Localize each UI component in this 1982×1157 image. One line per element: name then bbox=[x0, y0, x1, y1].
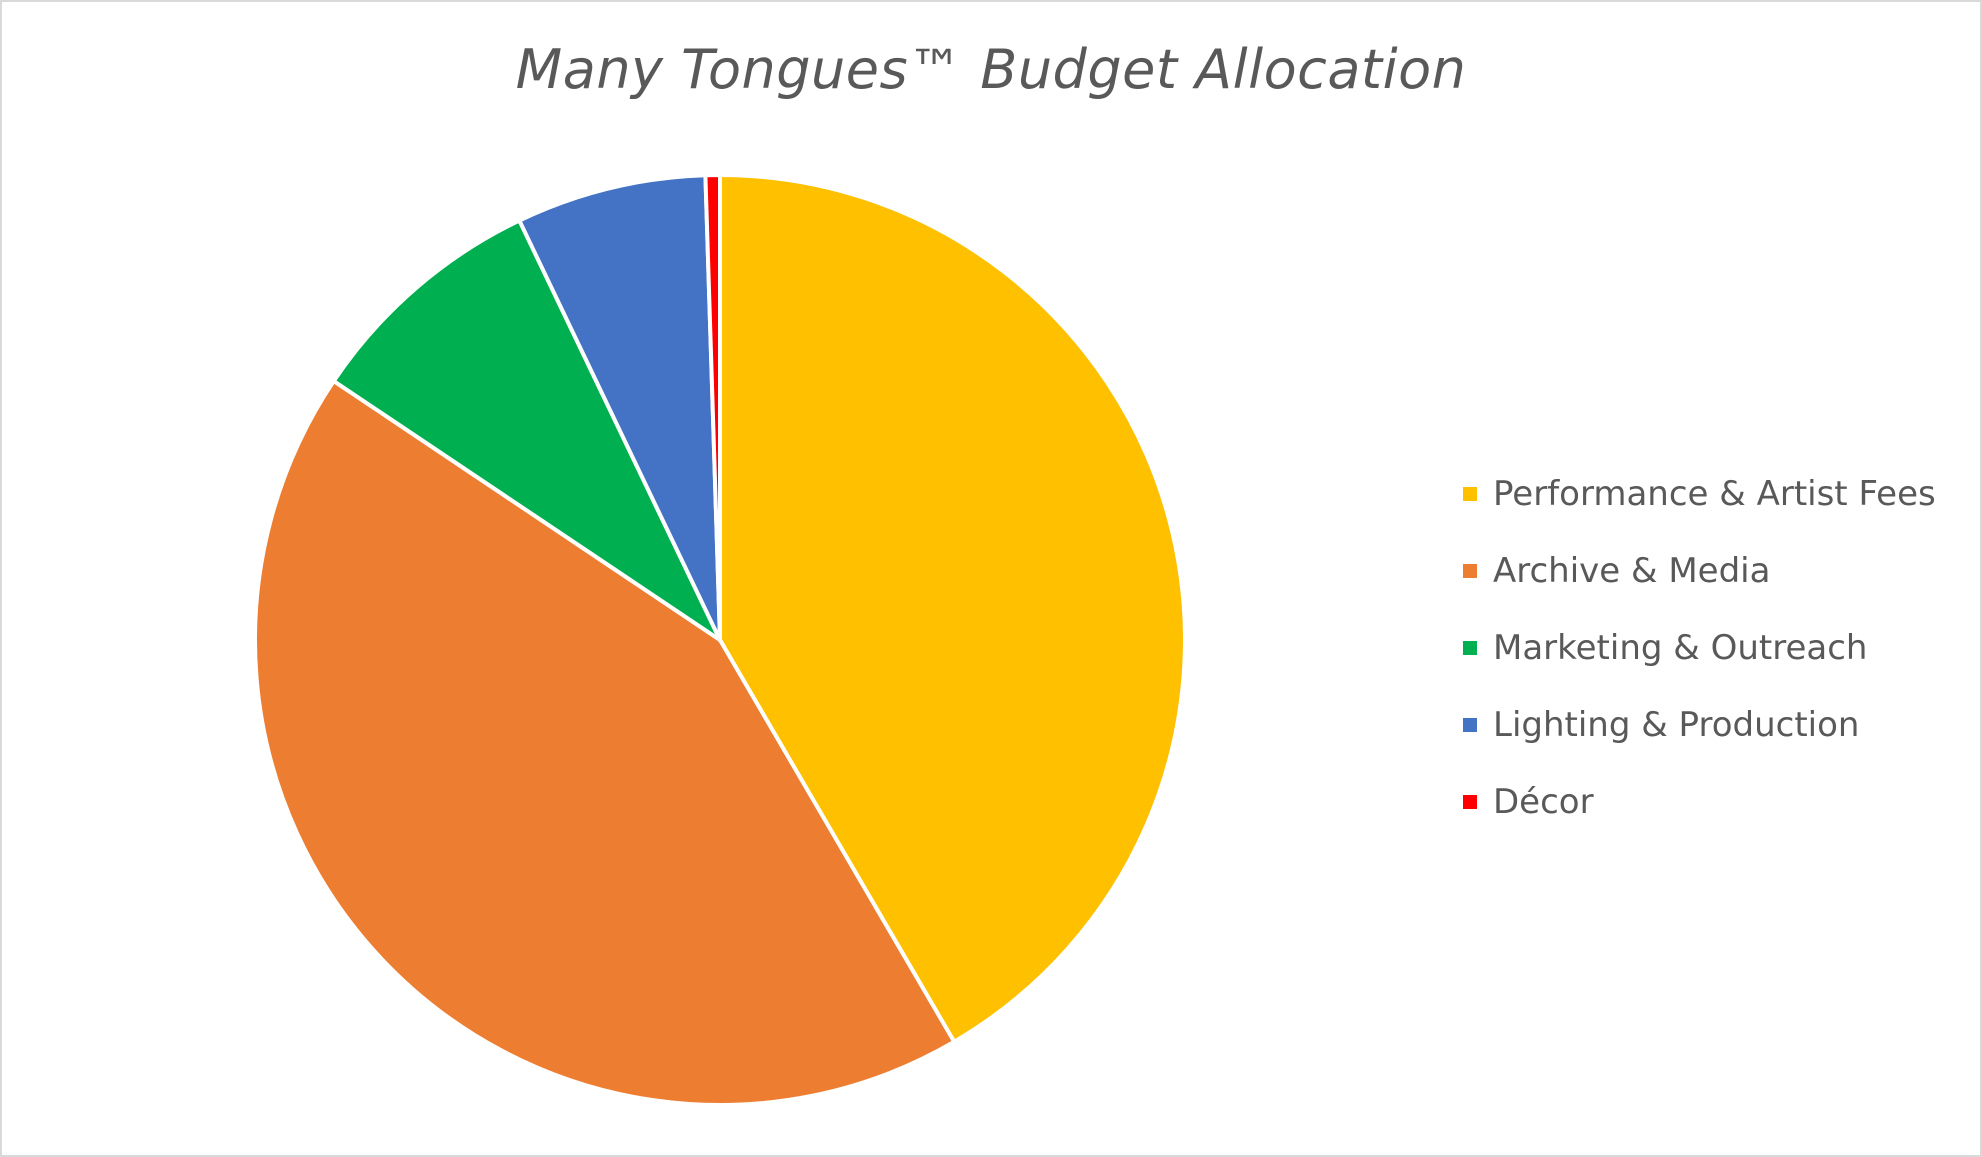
legend-label: Lighting & Production bbox=[1493, 704, 1860, 745]
chart-title: Many Tongues™ Budget Allocation bbox=[515, 38, 1467, 101]
legend-swatch bbox=[1463, 563, 1477, 578]
legend-item: Marketing & Outreach bbox=[1463, 609, 1936, 686]
legend-swatch bbox=[1463, 717, 1477, 732]
legend-item: Lighting & Production bbox=[1463, 686, 1936, 763]
pie-slices bbox=[253, 173, 1187, 1107]
pie-slice-4 bbox=[517, 173, 722, 642]
legend-swatch bbox=[1463, 794, 1477, 809]
legend-swatch bbox=[1463, 486, 1477, 501]
legend-label: Décor bbox=[1493, 781, 1594, 822]
pie-slice-1 bbox=[718, 173, 1187, 1044]
legend-item: Décor bbox=[1463, 763, 1936, 840]
legend-label: Performance & Artist Fees bbox=[1493, 473, 1936, 514]
pie-slice-3 bbox=[331, 218, 722, 642]
legend-label: Archive & Media bbox=[1493, 550, 1771, 591]
legend: Performance & Artist Fees Archive & Media… bbox=[1463, 455, 1936, 840]
legend-item: Performance & Artist Fees bbox=[1463, 455, 1936, 532]
legend-item: Archive & Media bbox=[1463, 532, 1936, 609]
pie-slice-5 bbox=[703, 173, 722, 642]
legend-swatch bbox=[1463, 640, 1477, 655]
pie-slice-2 bbox=[253, 379, 957, 1107]
legend-label: Marketing & Outreach bbox=[1493, 627, 1868, 668]
